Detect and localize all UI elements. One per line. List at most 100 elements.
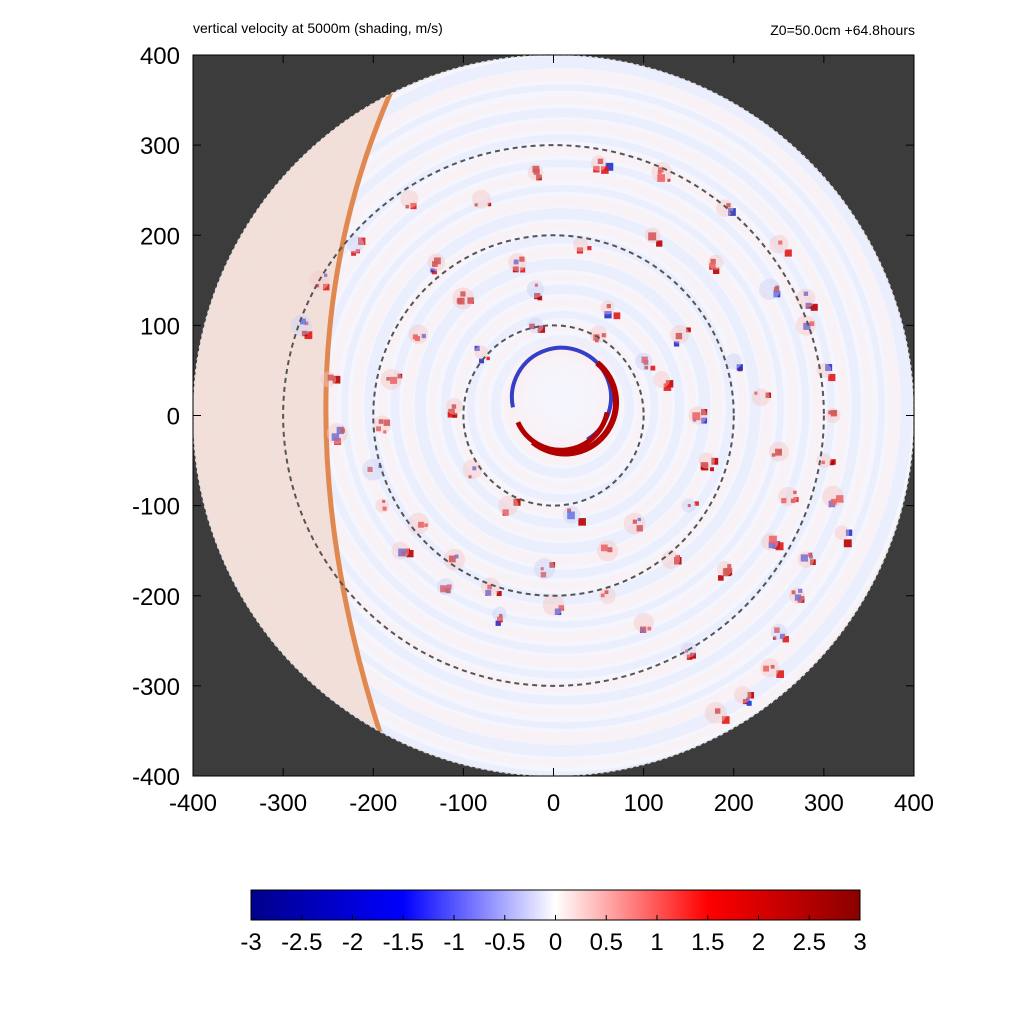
- y-tick-label: -100: [132, 494, 180, 521]
- convective-cell: [440, 585, 448, 593]
- convective-cell: [472, 466, 477, 471]
- convective-cell: [301, 330, 308, 337]
- cell-halo: [474, 345, 489, 360]
- convective-cell: [454, 554, 459, 559]
- colorbar-tick-label: 0: [549, 929, 562, 956]
- convective-cell: [747, 691, 755, 699]
- convective-cell: [445, 588, 451, 594]
- convective-cell: [690, 652, 696, 659]
- colorbar-tick-label: 1.5: [691, 929, 724, 956]
- cell-halo: [492, 606, 507, 621]
- convective-cell: [809, 321, 815, 327]
- cell-halo: [562, 505, 581, 524]
- convective-cell: [828, 410, 833, 415]
- convective-cell: [600, 593, 605, 598]
- convective-cell: [327, 374, 334, 381]
- colorbar-tick-label: 2.5: [793, 929, 826, 956]
- convective-cell: [383, 419, 391, 426]
- convective-cell: [593, 166, 600, 173]
- convective-cell: [534, 283, 539, 287]
- frontal-boundary: [323, 90, 394, 741]
- convective-cell: [604, 311, 612, 319]
- convective-cell: [487, 584, 492, 590]
- convective-cell: [382, 506, 387, 511]
- convective-cell: [772, 636, 777, 640]
- convective-cell: [479, 358, 484, 364]
- convective-cell: [828, 373, 836, 382]
- convective-cell: [540, 567, 544, 571]
- field-band: [364, 208, 761, 605]
- convective-cell: [558, 605, 565, 611]
- cell-halo: [634, 352, 653, 371]
- cell-halo: [623, 512, 646, 535]
- convective-cell: [587, 245, 592, 251]
- cell-halo: [326, 423, 348, 445]
- convective-cell: [604, 590, 609, 595]
- convective-cell: [606, 304, 611, 309]
- colorbar-tick-label: 1: [650, 929, 663, 956]
- convective-cell: [304, 331, 313, 340]
- cell-halo: [480, 577, 500, 597]
- convective-cell: [791, 590, 796, 595]
- convective-cell: [712, 267, 720, 274]
- colorbar-tick-label: -2: [342, 929, 363, 956]
- cell-halo: [633, 612, 654, 633]
- colorbar-tick-label: 2: [752, 929, 765, 956]
- convective-cell: [800, 554, 808, 562]
- convective-cell: [537, 295, 543, 301]
- convective-cell: [405, 548, 410, 553]
- cell-halo: [778, 486, 798, 507]
- cell-halo: [759, 278, 781, 301]
- convective-cell: [754, 391, 758, 395]
- convective-cell: [378, 419, 384, 424]
- convective-cell: [406, 549, 414, 558]
- convective-cell: [376, 426, 381, 432]
- convective-cell: [421, 333, 426, 339]
- cell-halo: [761, 533, 779, 551]
- convective-cell: [386, 377, 390, 381]
- axes-ticks: -400 -300 -200 -100 0 100 200 300 400 400 300 200 10…: [132, 43, 934, 817]
- convective-cell: [613, 312, 621, 320]
- cell-halo: [760, 658, 780, 678]
- cell-halo: [661, 550, 680, 569]
- chart-title: vertical velocity at 5000m (shading, m/s…: [193, 20, 443, 36]
- cell-halo: [600, 300, 615, 315]
- x-tick-label: 0: [547, 790, 560, 817]
- convective-cell: [742, 699, 748, 705]
- cell-halo: [599, 587, 616, 605]
- convective-cell: [549, 562, 556, 568]
- field-band: [327, 171, 798, 642]
- cell-halo: [795, 315, 817, 336]
- convective-cell: [692, 412, 701, 421]
- convective-cell: [709, 263, 716, 270]
- convective-cell: [513, 259, 519, 265]
- convective-cell: [700, 462, 709, 470]
- convective-cell: [304, 321, 309, 326]
- cell-halo: [698, 452, 715, 469]
- convective-cell: [397, 373, 403, 379]
- convective-cell: [300, 318, 306, 325]
- cell-halo: [462, 459, 483, 480]
- cell-halo: [573, 236, 588, 252]
- y-tick-label: 400: [140, 43, 180, 70]
- convective-cell: [779, 633, 786, 639]
- convective-cell: [714, 708, 721, 714]
- colorbar-tick-label: -0.5: [484, 929, 525, 956]
- convective-cell: [336, 426, 344, 435]
- cell-halo: [716, 199, 734, 217]
- eyewall-updraft-inner: [515, 411, 610, 453]
- convective-cell: [331, 433, 340, 441]
- field-band: [378, 222, 747, 591]
- convective-cell: [468, 475, 472, 479]
- convective-cell: [355, 249, 360, 254]
- cell-halo: [452, 287, 475, 310]
- cell-halo: [373, 415, 392, 434]
- convective-cell: [451, 404, 457, 409]
- cell-halo: [391, 541, 410, 560]
- cell-halo: [527, 164, 544, 181]
- convective-cell: [640, 628, 645, 633]
- cell-halo: [427, 253, 446, 272]
- convective-cell: [536, 174, 542, 181]
- cell-halo: [768, 441, 789, 462]
- cell-halo: [770, 623, 787, 640]
